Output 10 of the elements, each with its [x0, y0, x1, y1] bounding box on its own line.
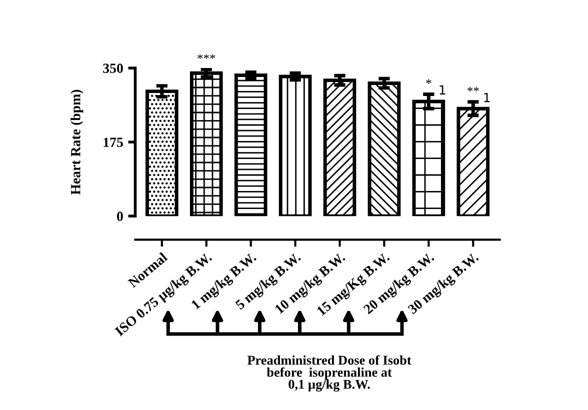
y-axis-title: Heart Rate (bpm) [70, 90, 84, 195]
annotation: 1 [484, 92, 490, 102]
annotation: *** [198, 54, 216, 59]
annotation: ** [467, 86, 479, 92]
y-tick-label: 0 [117, 212, 123, 222]
annotation: * [426, 79, 432, 84]
annotation: 1 [440, 85, 446, 94]
y-tick-label: 175 [104, 138, 123, 148]
text: Preadministred Dose of Isobt before isoprenaline at 0,1 µg/kg B.W. [247, 355, 412, 392]
y-tick-label: 350 [103, 64, 123, 74]
